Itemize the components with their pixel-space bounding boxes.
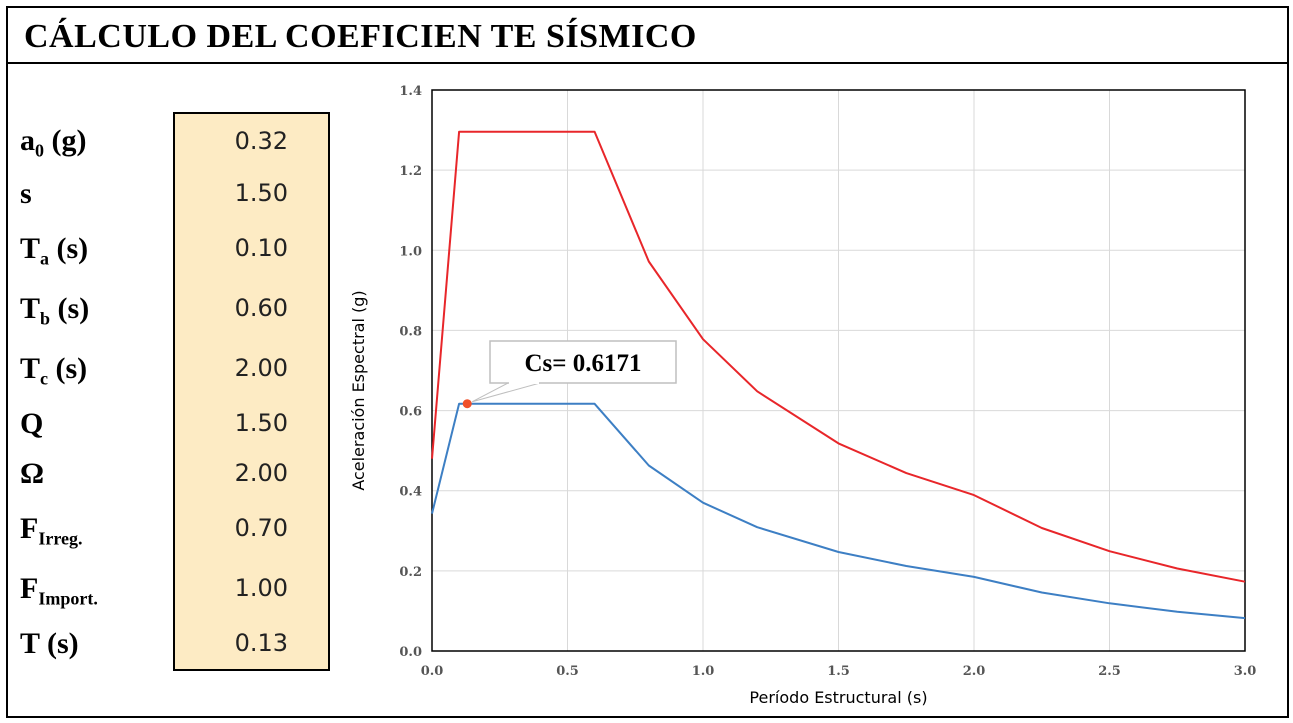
param-subscript: a	[40, 248, 50, 269]
param-label: Tc (s)	[20, 352, 88, 389]
series-line-2	[431, 402, 1246, 620]
param-unit: (s)	[48, 352, 88, 385]
plot-area-border	[431, 89, 1246, 652]
y-tick-label: 1.0	[399, 244, 422, 259]
param-subscript: Import.	[38, 588, 98, 609]
param-label: Ta (s)	[20, 232, 89, 269]
param-symbol: T	[20, 232, 41, 265]
param-label: s	[20, 179, 32, 209]
param-label: FImport.	[20, 572, 98, 609]
param-symbol: Ω	[20, 457, 45, 490]
param-unit: (g)	[44, 123, 87, 157]
y-tick-label: 0.2	[399, 565, 422, 580]
param-symbol: Q	[20, 407, 44, 440]
param-value-cell[interactable]: 0.13	[173, 619, 330, 671]
param-label: Tb (s)	[20, 292, 90, 329]
param-symbol: T	[20, 352, 41, 385]
param-symbol: F	[20, 572, 39, 605]
param-label: FIrreg.	[20, 512, 83, 549]
y-tick-label: 0.0	[399, 645, 422, 660]
param-unit: (s)	[49, 232, 89, 265]
param-label: T (s)	[20, 629, 79, 659]
x-tick-label: 1.0	[692, 664, 715, 679]
param-subscript: 0	[35, 139, 44, 160]
param-value-cell[interactable]: 2.00	[173, 339, 330, 401]
x-tick-label: 2.5	[1098, 664, 1121, 679]
y-axis-label: Aceleración Espectral (g)	[349, 290, 368, 490]
design-point-marker	[462, 399, 472, 409]
param-label: Ω	[20, 459, 44, 489]
x-tick-label: 3.0	[1234, 664, 1257, 679]
param-symbol: s	[20, 177, 32, 210]
param-unit: (s)	[39, 627, 79, 660]
x-tick-label: 0.0	[421, 664, 444, 679]
param-subscript: b	[40, 308, 51, 329]
x-tick-label: 0.5	[556, 664, 579, 679]
annotation-box	[489, 340, 677, 384]
param-value-cell[interactable]: 0.10	[173, 219, 330, 281]
param-label: a0 (g)	[20, 123, 87, 160]
annotation-pointer	[471, 382, 541, 403]
param-label: Q	[20, 409, 43, 439]
x-axis-label: Período Estructural (s)	[749, 688, 927, 707]
series-line-1	[431, 130, 1246, 583]
param-subscript: Irreg.	[38, 528, 83, 549]
x-tick-label: 2.0	[963, 664, 986, 679]
param-symbol: T	[20, 627, 40, 660]
param-value-cell[interactable]: 0.70	[173, 499, 330, 561]
param-value-cell[interactable]: 2.00	[173, 449, 330, 501]
annotation-label: Cs= 0.6171	[524, 350, 641, 377]
y-tick-label: 0.4	[399, 485, 422, 500]
page-title: CÁLCULO DEL COEFICIEN TE SÍSMICO	[24, 18, 697, 55]
param-symbol: T	[20, 292, 41, 325]
y-tick-label: 1.2	[399, 164, 422, 179]
param-symbol: F	[20, 512, 39, 545]
param-value-cell[interactable]: 1.50	[173, 169, 330, 221]
y-tick-label: 1.4	[399, 84, 422, 99]
outer-frame	[6, 6, 1289, 718]
param-unit: (s)	[50, 292, 90, 325]
param-subscript: c	[40, 368, 49, 389]
y-tick-label: 0.6	[399, 405, 422, 420]
x-tick-label: 1.5	[827, 664, 850, 679]
y-tick-label: 0.8	[399, 324, 422, 339]
param-symbol: a	[20, 123, 35, 157]
title-bar: CÁLCULO DEL COEFICIEN TE SÍSMICO	[6, 6, 1289, 64]
